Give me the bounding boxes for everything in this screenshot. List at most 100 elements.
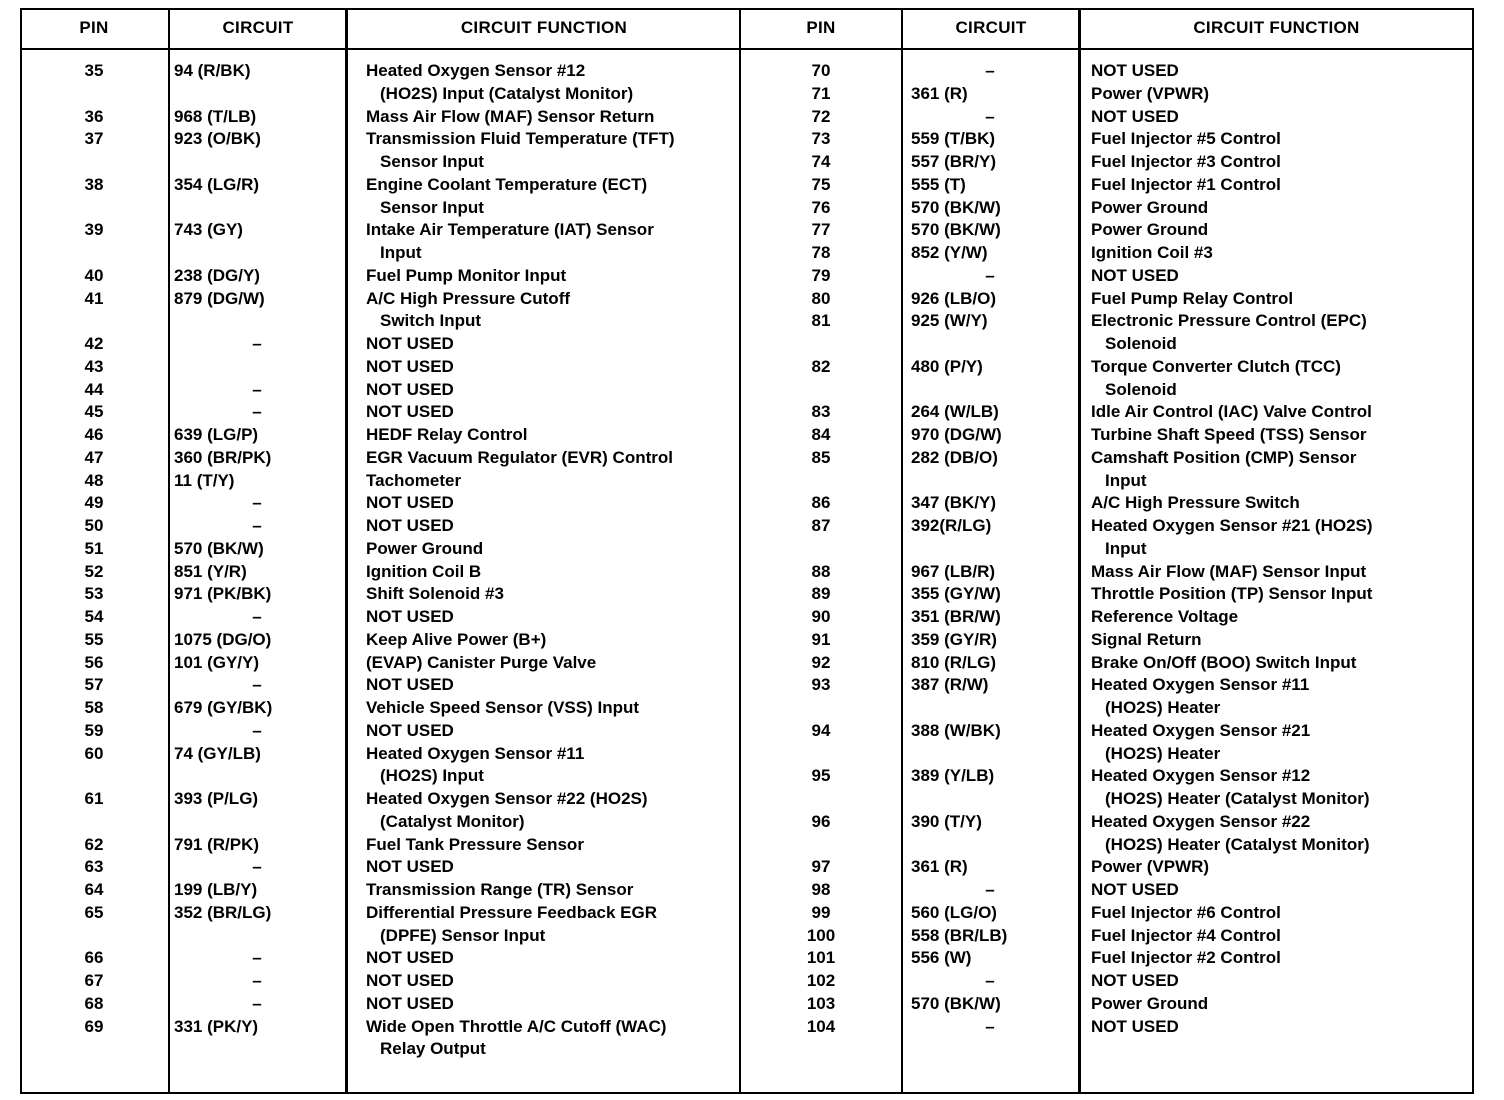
circuit-id: 393 (P/LG) xyxy=(174,789,259,808)
table-row: 36 968 (T/LB) Mass Air Flow (MAF) Sensor R… xyxy=(20,106,740,129)
pin-number: 50 xyxy=(84,516,104,535)
function-line: Engine Coolant Temperature (ECT) xyxy=(366,174,648,194)
pin-number: 39 xyxy=(84,220,104,240)
pin-number: 91 xyxy=(811,629,831,649)
table-row: 52 851 (Y/R) Ignition Coil B xyxy=(20,561,740,584)
circuit-function: Heated Oxygen Sensor #22 (HO2S) (Catalyst… xyxy=(346,788,740,834)
function-line: Signal Return xyxy=(1091,629,1202,649)
function-line: Torque Converter Clutch (TCC) xyxy=(1091,356,1341,376)
circuit-id: 743 (GY) xyxy=(174,220,243,240)
pin-number: 88 xyxy=(811,561,831,581)
function-line: (HO2S) Heater (Catalyst Monitor) xyxy=(1105,789,1370,808)
function-line: Electronic Pressure Control (EPC) xyxy=(1091,311,1367,331)
circuit-function: NOT USED xyxy=(346,515,740,538)
table-row: 70 – NOT USED xyxy=(741,60,1472,83)
table-row: 69 331 (PK/Y) Wide Open Throttle A/C Cutof… xyxy=(20,1016,740,1062)
table-row: 35 94 (R/BK) Heated Oxygen Sensor #12 (HO2S… xyxy=(20,60,740,106)
circuit-function: Brake On/Off (BOO) Switch Input xyxy=(1079,652,1472,675)
circuit-function: Heated Oxygen Sensor #12 (HO2S) Heater (C… xyxy=(1079,765,1472,811)
circuit-function: NOT USED xyxy=(1079,879,1472,902)
table-row: 84 970 (DG/W) Turbine Shaft Speed (TSS) Se… xyxy=(741,424,1472,447)
function-line: Heated Oxygen Sensor #11 xyxy=(366,743,585,763)
function-line: Sensor Input xyxy=(380,152,484,171)
table-row: 73 559 (T/BK) Fuel Injector #5 Control xyxy=(741,128,1472,151)
function-line: Fuel Injector #2 Control xyxy=(1091,948,1281,968)
function-line: Fuel Tank Pressure Sensor xyxy=(366,834,584,854)
function-line: NOT USED xyxy=(366,948,454,968)
function-line: NOT USED xyxy=(366,402,454,422)
circuit-function: NOT USED xyxy=(1079,106,1472,129)
function-line: Reference Voltage xyxy=(1091,607,1239,626)
function-line: (HO2S) Heater (Catalyst Monitor) xyxy=(1105,834,1370,854)
pin-number: 61 xyxy=(84,789,104,808)
pin-number: 55 xyxy=(84,629,104,649)
circuit-function: Power (VPWR) xyxy=(1079,856,1472,879)
function-line: Power (VPWR) xyxy=(1091,857,1210,877)
table-row: 46 639 (LG/P) HEDF Relay Control xyxy=(20,424,740,447)
circuit-id: 94 (R/BK) xyxy=(174,61,251,80)
circuit-id: 555 (T) xyxy=(911,174,966,194)
circuit-id: 879 (DG/W) xyxy=(174,288,265,308)
pin-number: 64 xyxy=(84,880,104,899)
circuit-function: Fuel Injector #2 Control xyxy=(1079,947,1472,970)
function-line: Wide Open Throttle A/C Cutoff (WAC) xyxy=(366,1016,667,1036)
circuit-id: 852 (Y/W) xyxy=(911,243,988,262)
function-line: Fuel Pump Relay Control xyxy=(1091,288,1294,308)
function-line: EGR Vacuum Regulator (EVR) Control xyxy=(366,447,673,467)
table-row: 89 355 (GY/W) Throttle Position (TP) Senso… xyxy=(741,583,1472,606)
pin-number: 102 xyxy=(806,971,836,990)
circuit-id: 331 (PK/Y) xyxy=(174,1016,259,1036)
pin-number: 65 xyxy=(84,902,104,922)
table-row: 66 – NOT USED xyxy=(20,947,740,970)
pin-number: 59 xyxy=(84,720,104,740)
pin-number: 77 xyxy=(811,220,831,240)
circuit-id: 810 (R/LG) xyxy=(911,652,997,672)
table-row: 103 570 (BK/W) Power Ground xyxy=(741,993,1472,1016)
pin-number: 70 xyxy=(811,61,831,80)
pin-number: 68 xyxy=(84,993,104,1013)
circuit-id: 354 (LG/R) xyxy=(174,174,260,194)
circuit-function: Heated Oxygen Sensor #11 (HO2S) Heater xyxy=(1079,674,1472,720)
circuit-id: 556 (W) xyxy=(911,948,972,968)
function-line: Power Ground xyxy=(366,538,484,558)
circuit-id: – xyxy=(985,971,995,990)
header-pin-right: PIN xyxy=(806,18,836,37)
pin-number: 56 xyxy=(84,652,104,672)
function-line: Fuel Injector #4 Control xyxy=(1091,925,1281,945)
circuit-function: EGR Vacuum Regulator (EVR) Control xyxy=(346,447,740,470)
circuit-function: NOT USED xyxy=(346,401,740,424)
function-line: NOT USED xyxy=(366,516,454,535)
table-row: 94 388 (W/BK) Heated Oxygen Sensor #21 (HO2… xyxy=(741,720,1472,766)
circuit-function: NOT USED xyxy=(1079,60,1472,83)
circuit-id: 560 (LG/O) xyxy=(911,902,997,922)
table-row: 90 351 (BR/W) Reference Voltage xyxy=(741,606,1472,629)
circuit-function: Power Ground xyxy=(1079,219,1472,242)
table-row: 44 – NOT USED xyxy=(20,379,740,402)
function-line: Solenoid xyxy=(1105,334,1177,353)
pin-number: 58 xyxy=(84,698,104,717)
pin-number: 100 xyxy=(806,925,836,945)
table-row: 37 923 (O/BK) Transmission Fluid Temperatu… xyxy=(20,128,740,174)
circuit-id: 351 (BR/W) xyxy=(911,607,1001,626)
circuit-function: Tachometer xyxy=(346,470,740,493)
pin-number: 71 xyxy=(811,83,831,103)
pin-number: 103 xyxy=(806,993,836,1013)
function-line: Switch Input xyxy=(380,311,482,331)
function-line: Input xyxy=(1105,470,1147,490)
header-circuit-right: CIRCUIT xyxy=(955,18,1027,37)
pin-number: 53 xyxy=(84,584,104,604)
table-row: 49 – NOT USED xyxy=(20,492,740,515)
table-row: 53 971 (PK/BK) Shift Solenoid #3 xyxy=(20,583,740,606)
circuit-id: 558 (BR/LB) xyxy=(911,925,1008,945)
function-line: (DPFE) Sensor Input xyxy=(380,925,546,945)
circuit-function: NOT USED xyxy=(346,492,740,515)
pin-number: 38 xyxy=(84,174,104,194)
circuit-function: NOT USED xyxy=(346,993,740,1016)
pin-number: 82 xyxy=(811,356,831,376)
pin-number: 81 xyxy=(811,311,831,331)
circuit-id: 559 (T/BK) xyxy=(911,129,996,149)
left-pin-list: 35 94 (R/BK) Heated Oxygen Sensor #12 (HO2S… xyxy=(20,60,740,1061)
circuit-function: Differential Pressure Feedback EGR (DPFE)… xyxy=(346,902,740,948)
pin-number: 98 xyxy=(811,880,831,899)
function-line: Differential Pressure Feedback EGR xyxy=(366,902,658,922)
